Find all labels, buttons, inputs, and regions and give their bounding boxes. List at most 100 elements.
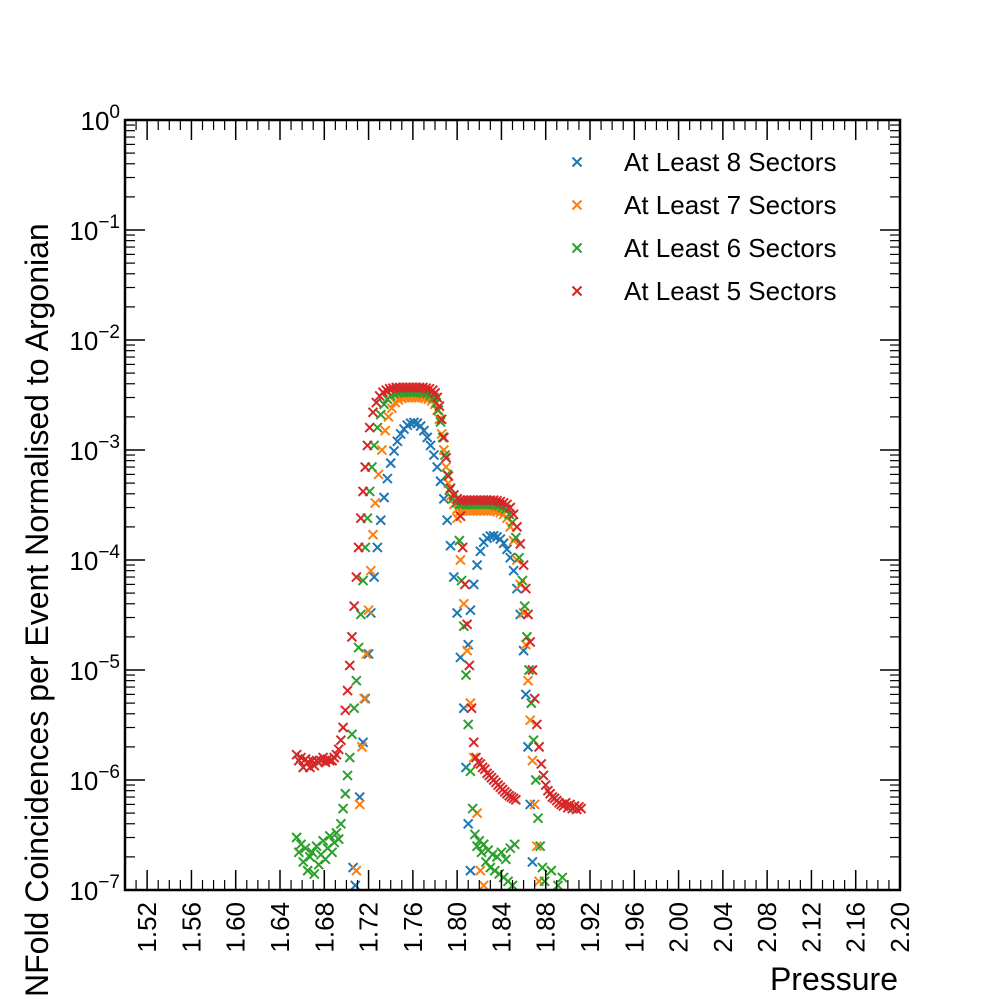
data-point [302, 865, 313, 876]
data-point [331, 827, 342, 839]
data-point [418, 425, 430, 436]
data-point [523, 664, 535, 676]
data-point [513, 552, 525, 563]
data-point [476, 847, 487, 858]
y-tick-label: 10−5 [69, 652, 120, 686]
data-point [509, 839, 520, 850]
x-tick-label: 1.68 [309, 902, 339, 953]
data-point [525, 714, 536, 726]
data-point [464, 660, 475, 671]
data-point [478, 839, 489, 850]
data-point [451, 607, 463, 619]
data-point [375, 515, 386, 526]
legend-entry: At Least 7 Sectors [571, 190, 836, 220]
data-point [505, 502, 516, 513]
data-point [521, 631, 533, 643]
data-point [363, 648, 374, 660]
data-point [378, 492, 390, 503]
legend-marker [571, 156, 583, 168]
data-point [348, 702, 360, 714]
data-point [529, 693, 540, 704]
x-tick-label: 1.96 [619, 902, 649, 953]
x-tick-label: 1.76 [398, 902, 428, 953]
legend-marker [571, 242, 583, 254]
data-point [478, 880, 489, 891]
legend-marker [571, 285, 583, 297]
data-point [440, 452, 452, 463]
data-point [367, 529, 379, 540]
data-point [438, 432, 450, 443]
data-point [457, 542, 468, 553]
data-point [538, 770, 549, 781]
data-point [575, 803, 587, 814]
ticks-layer: 1.52 1.56 1.60 1.64 1.68 1.72 1.76 1.80 1.84 1.88… [69, 102, 915, 953]
data-point [552, 880, 564, 891]
data-point [298, 856, 309, 868]
data-point [468, 579, 479, 590]
data-point [372, 422, 383, 433]
data-point [461, 645, 473, 656]
data-point [557, 872, 568, 883]
data-point [463, 818, 474, 829]
data-point [460, 669, 472, 681]
data-point [392, 436, 403, 447]
data-point [354, 799, 365, 810]
y-tick-label: 10−3 [69, 432, 120, 466]
x-tick-label: 2.00 [664, 902, 694, 953]
data-point [531, 841, 543, 852]
data-point [454, 535, 465, 546]
data-point [370, 497, 381, 509]
series-4 [291, 382, 587, 815]
data-point [353, 542, 364, 553]
y-tick-label: 10−2 [69, 322, 120, 356]
data-point [351, 675, 362, 686]
data-point [386, 402, 398, 414]
data-point [432, 392, 443, 403]
data-point [348, 601, 360, 612]
data-point [378, 399, 390, 410]
data-point [365, 565, 376, 576]
data-point [491, 495, 503, 507]
data-point [439, 449, 451, 461]
data-point [432, 461, 443, 473]
data-point [291, 832, 302, 843]
data-point [527, 755, 538, 766]
data-point [293, 847, 305, 858]
data-point [522, 609, 534, 620]
data-point [529, 799, 540, 810]
data-point [300, 842, 311, 854]
data-point [340, 788, 351, 799]
data-point [371, 397, 382, 408]
data-point [525, 799, 536, 810]
data-point [522, 675, 534, 686]
y-axis-title: NFold Coincidences per Event Normalised … [19, 223, 55, 997]
data-point [360, 461, 371, 473]
data-point [539, 876, 550, 887]
data-point [364, 422, 375, 433]
x-tick-label: 1.64 [265, 902, 295, 953]
legend-entry: At Least 6 Sectors [571, 233, 836, 263]
data-point [337, 803, 349, 814]
data-point [465, 766, 476, 777]
data-point [344, 752, 355, 763]
x-tick-label: 1.72 [354, 902, 384, 953]
data-point [517, 575, 528, 586]
data-point [337, 722, 349, 733]
y-tick-label: 10−7 [69, 872, 120, 906]
data-point [351, 865, 362, 876]
x-tick-label: 1.92 [575, 902, 605, 953]
legend-label: At Least 8 Sectors [624, 147, 836, 177]
data-point [536, 758, 547, 770]
data-point [510, 532, 522, 543]
data-point [362, 440, 373, 451]
data-point [501, 544, 513, 555]
data-point [333, 833, 344, 845]
data-point [458, 702, 469, 714]
x-axis-title: Pressure [770, 961, 898, 997]
data-point [533, 741, 545, 753]
x-tick-label: 2.12 [796, 902, 826, 953]
data-point [546, 865, 557, 876]
data-point [463, 719, 474, 730]
data-point [335, 818, 347, 829]
